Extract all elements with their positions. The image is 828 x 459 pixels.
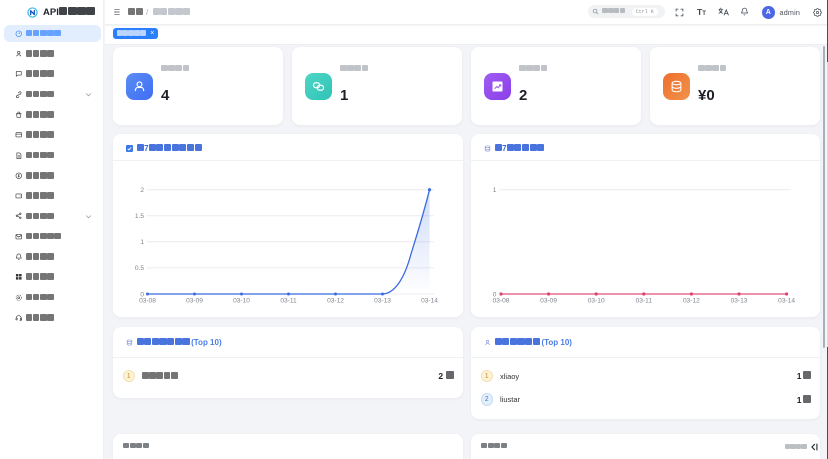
- svg-text:03-13: 03-13: [374, 297, 391, 304]
- svg-text:03-10: 03-10: [233, 297, 250, 304]
- svg-text:03-09: 03-09: [540, 297, 557, 304]
- svg-text:03-10: 03-10: [588, 297, 605, 304]
- svg-text:03-11: 03-11: [636, 297, 653, 304]
- svg-text:03-08: 03-08: [493, 297, 510, 304]
- svg-text:0: 0: [493, 291, 497, 298]
- svg-text:1: 1: [140, 239, 144, 246]
- svg-text:0.5: 0.5: [135, 265, 144, 272]
- svg-text:03-12: 03-12: [327, 297, 344, 304]
- svg-text:2: 2: [140, 187, 144, 194]
- svg-text:0: 0: [140, 291, 144, 298]
- svg-text:03-11: 03-11: [280, 297, 297, 304]
- svg-text:1.5: 1.5: [135, 213, 144, 220]
- svg-text:03-08: 03-08: [139, 297, 156, 304]
- svg-text:1: 1: [493, 187, 497, 194]
- svg-text:03-12: 03-12: [683, 297, 700, 304]
- svg-text:03-09: 03-09: [186, 297, 203, 304]
- svg-text:03-13: 03-13: [731, 297, 748, 304]
- svg-text:03-14: 03-14: [421, 297, 438, 304]
- svg-text:03-14: 03-14: [778, 297, 795, 304]
